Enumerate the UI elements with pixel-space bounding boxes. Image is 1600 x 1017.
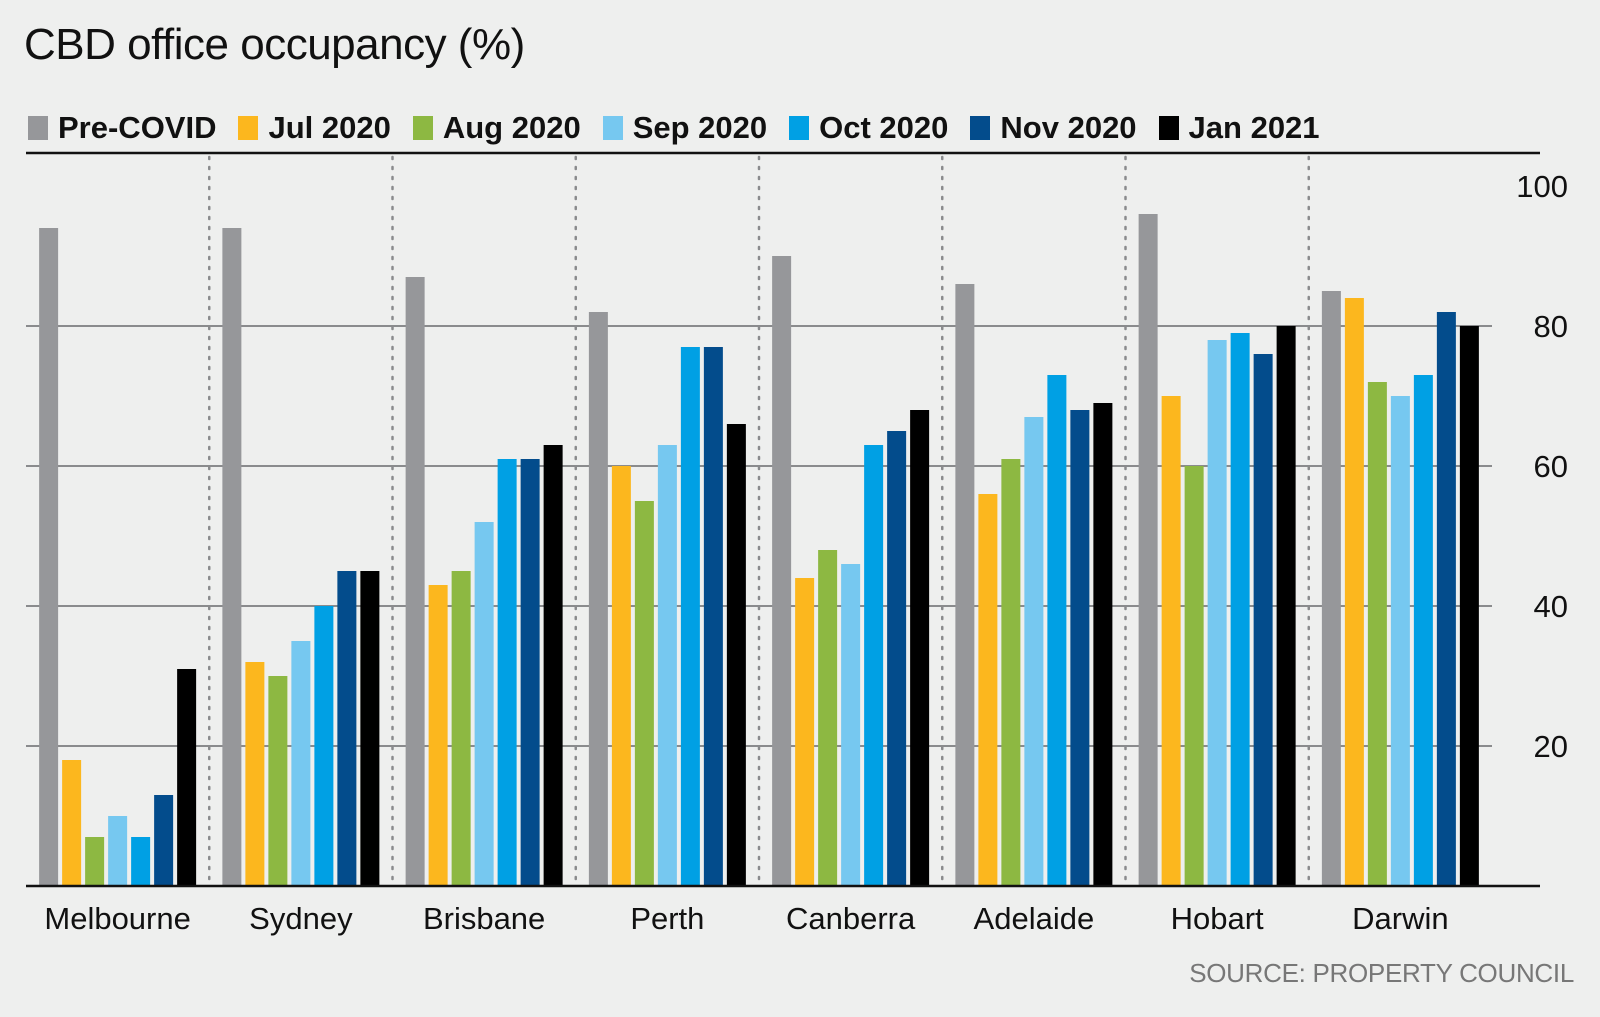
bar xyxy=(726,424,746,886)
bar xyxy=(611,466,631,886)
legend-label: Jan 2021 xyxy=(1188,110,1320,145)
bar xyxy=(1344,298,1364,886)
legend-item: Oct 2020 xyxy=(789,110,948,146)
bar xyxy=(864,445,884,886)
bar xyxy=(314,606,334,886)
legend-swatch xyxy=(789,116,810,140)
bar xyxy=(1070,410,1090,886)
bar xyxy=(85,837,105,886)
bar xyxy=(1321,291,1341,886)
bar xyxy=(337,571,357,886)
legend-swatch xyxy=(970,116,991,140)
bar xyxy=(1436,312,1456,886)
y-tick-label: 80 xyxy=(1534,309,1568,344)
bar xyxy=(1138,214,1158,886)
bar xyxy=(1093,403,1113,886)
bar xyxy=(703,347,723,886)
bar xyxy=(1024,417,1044,886)
x-tick-label: Perth xyxy=(630,901,704,936)
bar xyxy=(841,564,861,886)
source-note: SOURCE: PROPERTY COUNCIL xyxy=(1189,958,1574,988)
bar xyxy=(772,256,792,886)
bar xyxy=(588,312,608,886)
legend-label: Jul 2020 xyxy=(268,110,391,145)
bar xyxy=(108,816,128,886)
bar xyxy=(360,571,380,886)
x-tick-label: Canberra xyxy=(786,901,916,936)
legend-swatch xyxy=(238,116,259,140)
bar xyxy=(154,795,174,886)
bar xyxy=(1390,396,1410,886)
bar xyxy=(1253,354,1273,886)
bar xyxy=(1161,396,1181,886)
bar xyxy=(451,571,471,886)
bar xyxy=(497,459,517,886)
legend-item: Sep 2020 xyxy=(602,110,768,146)
legend-swatch xyxy=(412,116,433,140)
legend-swatch xyxy=(28,116,48,140)
x-tick-label: Hobart xyxy=(1171,901,1264,936)
bar xyxy=(428,585,448,886)
y-tick-label: 40 xyxy=(1534,589,1568,624)
legend-label: Aug 2020 xyxy=(442,110,581,145)
legend-item: Aug 2020 xyxy=(412,110,581,146)
legend-item: Jan 2021 xyxy=(1158,110,1320,146)
bar xyxy=(1413,375,1433,886)
legend-item: Pre-COVID xyxy=(28,110,216,146)
bar xyxy=(245,662,265,886)
bar xyxy=(1207,340,1227,886)
bar xyxy=(543,445,563,886)
bar xyxy=(1276,326,1296,886)
legend-label: Nov 2020 xyxy=(1000,110,1137,145)
x-tick-label: Sydney xyxy=(249,901,353,936)
legend-item: Nov 2020 xyxy=(970,110,1137,146)
legend-swatch xyxy=(602,116,623,140)
x-tick-label: Melbourne xyxy=(44,901,190,936)
bar xyxy=(680,347,700,886)
x-tick-label: Adelaide xyxy=(974,901,1095,936)
bar xyxy=(39,228,59,886)
bar xyxy=(222,228,242,886)
x-tick-label: Darwin xyxy=(1352,901,1448,936)
y-tick-label: 20 xyxy=(1534,729,1568,764)
bar xyxy=(177,669,197,886)
legend-label: Oct 2020 xyxy=(819,110,949,145)
bar xyxy=(887,431,907,886)
y-tick-label: 100 xyxy=(1516,169,1568,204)
bar xyxy=(910,410,930,886)
bar xyxy=(1001,459,1021,886)
bar xyxy=(1184,466,1204,886)
bar xyxy=(520,459,540,886)
bar xyxy=(131,837,151,886)
x-tick-label: Brisbane xyxy=(423,901,545,936)
bar xyxy=(657,445,677,886)
bar xyxy=(1230,333,1250,886)
bar xyxy=(1047,375,1067,886)
bar xyxy=(978,494,998,886)
bar xyxy=(291,641,311,886)
y-tick-label: 60 xyxy=(1534,449,1568,484)
bar xyxy=(818,550,838,886)
legend-label: Pre-COVID xyxy=(58,110,217,145)
bar xyxy=(955,284,975,886)
legend-swatch xyxy=(1158,116,1179,140)
bar xyxy=(474,522,494,886)
bar xyxy=(1459,326,1479,886)
bar xyxy=(1367,382,1387,886)
bar xyxy=(795,578,815,886)
legend-item: Jul 2020 xyxy=(238,110,391,146)
chart-title: CBD office occupancy (%) xyxy=(24,20,525,69)
bar xyxy=(62,760,82,886)
legend-label: Sep 2020 xyxy=(632,110,768,145)
bar xyxy=(634,501,654,886)
bar xyxy=(268,676,288,886)
legend: Pre-COVID Jul 2020 Aug 2020 Sep 2020 Oct 202… xyxy=(28,110,1320,146)
bar xyxy=(405,277,425,886)
